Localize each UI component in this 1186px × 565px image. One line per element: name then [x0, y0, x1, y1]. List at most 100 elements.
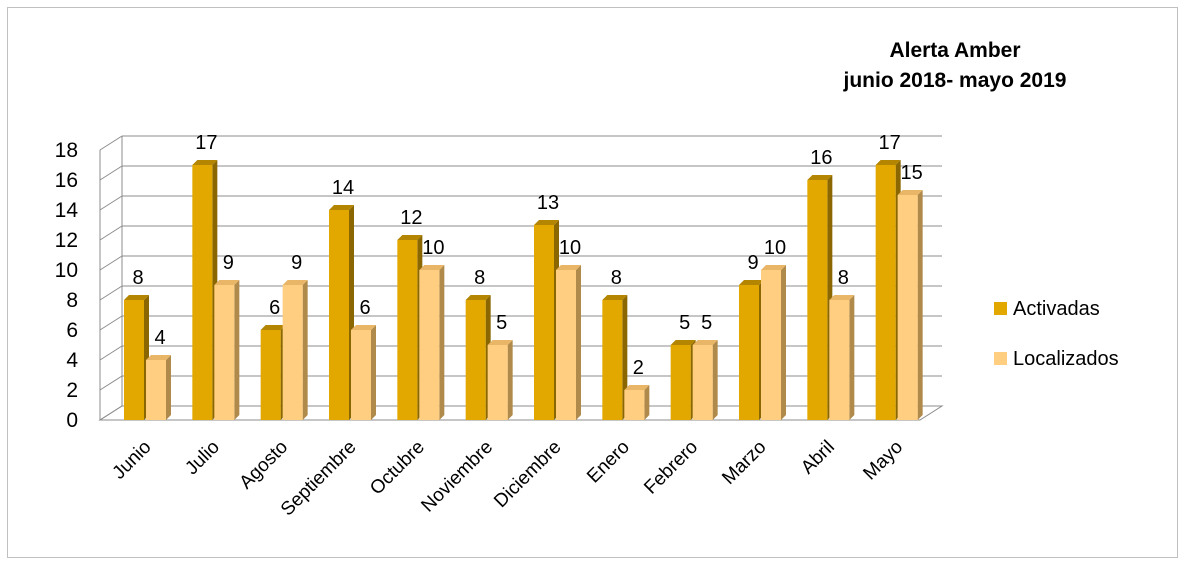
bar-localizados-side — [576, 265, 581, 420]
bar-localizados-side — [439, 265, 445, 420]
data-label-activadas: 8 — [611, 267, 622, 289]
data-label-activadas: 13 — [537, 192, 559, 214]
data-label-activadas: 16 — [810, 147, 832, 169]
bar-activadas-top — [397, 235, 423, 240]
data-label-localizados: 10 — [764, 237, 786, 259]
bar-localizados-top — [692, 340, 718, 345]
y-tick-label: 16 — [55, 169, 78, 192]
bar-localizados-side — [849, 295, 855, 420]
bar-activadas-top — [329, 205, 354, 210]
data-label-activadas: 17 — [195, 132, 217, 154]
bar-localizados-front — [146, 360, 166, 420]
bar-localizados — [146, 355, 171, 420]
bar-localizados — [624, 385, 650, 420]
bar-activadas-front — [260, 330, 281, 420]
bar-localizados-top — [487, 340, 513, 345]
bar-localizados — [556, 265, 581, 420]
bar-activadas-front — [329, 210, 349, 420]
data-label-localizados: 4 — [154, 327, 165, 349]
data-label-activadas: 14 — [332, 177, 354, 199]
bar-localizados-top — [282, 280, 308, 285]
bar-localizados-top — [829, 295, 855, 300]
bar-localizados — [829, 295, 855, 420]
bar-activadas-front — [465, 300, 486, 420]
bar-activadas — [875, 160, 901, 420]
data-label-localizados: 10 — [422, 237, 444, 259]
bar-activadas — [465, 295, 491, 420]
bar-activadas — [397, 235, 423, 420]
bar-localizados-front — [897, 195, 918, 420]
y-tick-label: 4 — [66, 349, 78, 372]
x-tick-label: Mayo — [859, 437, 907, 485]
bar-localizados-side — [302, 280, 308, 420]
bar-activadas-top — [602, 295, 628, 300]
data-label-localizados: 8 — [838, 267, 849, 289]
gridline-depth — [99, 255, 123, 271]
bar-localizados — [419, 265, 445, 420]
legend-swatch — [994, 352, 1007, 365]
bar-activadas — [260, 325, 286, 420]
bar-activadas — [534, 220, 559, 420]
bar-activadas-top — [739, 280, 764, 285]
bar-localizados — [282, 280, 308, 420]
bar-activadas — [124, 295, 149, 420]
bar-activadas-front — [397, 240, 418, 420]
data-label-localizados: 9 — [223, 252, 234, 274]
bar-localizados-top — [761, 265, 786, 270]
x-tick-label: Marzo — [718, 437, 770, 489]
gridlines — [98, 135, 944, 421]
y-tick-label: 14 — [55, 199, 79, 222]
bar-localizados-front — [829, 300, 850, 420]
legend-label: Localizados — [1013, 348, 1119, 370]
y-tick-label: 10 — [55, 259, 78, 282]
bar-localizados-top — [419, 265, 445, 270]
legend — [994, 302, 1007, 365]
y-tick-label: 2 — [66, 379, 78, 402]
bar-localizados — [761, 265, 786, 420]
bar-activadas-front — [670, 345, 691, 420]
bar-activadas-top — [465, 295, 491, 300]
bar-activadas-front — [875, 165, 896, 420]
gridline-depth — [99, 345, 123, 361]
y-tick-label: 0 — [66, 409, 78, 432]
data-label-activadas: 8 — [474, 267, 485, 289]
bar-localizados-top — [214, 280, 240, 285]
bar-localizados-side — [234, 280, 240, 420]
data-label-activadas: 12 — [400, 207, 422, 229]
data-label-activadas: 17 — [879, 132, 901, 154]
bar-localizados-side — [371, 325, 376, 420]
bar-activadas — [192, 160, 218, 420]
bar-localizados-side — [507, 340, 513, 420]
chart-title-line-2: junio 2018- mayo 2019 — [843, 69, 1067, 92]
bar-activadas-front — [739, 285, 759, 420]
bar-localizados-side — [712, 340, 718, 420]
bar-activadas-top — [192, 160, 218, 165]
data-label-activadas: 8 — [132, 267, 143, 289]
bar-localizados-front — [282, 285, 303, 420]
chart-title: Alerta Amber junio 2018- mayo 2019 — [820, 36, 1090, 96]
data-label-localizados: 15 — [901, 162, 923, 184]
data-label-activadas: 6 — [269, 297, 280, 319]
data-label-localizados: 9 — [291, 252, 302, 274]
bar-localizados-top — [897, 190, 923, 195]
bar-localizados-top — [351, 325, 376, 330]
bar-localizados-front — [419, 270, 440, 420]
bar-activadas — [670, 340, 696, 420]
bar-localizados-front — [692, 345, 713, 420]
gridline-depth — [99, 165, 123, 181]
bar-activadas-top — [807, 175, 833, 180]
x-tick-label: Julio — [181, 437, 223, 479]
bar-localizados-top — [556, 265, 581, 270]
bar-activadas-front — [124, 300, 144, 420]
bar-localizados — [214, 280, 240, 420]
data-label-activadas: 9 — [747, 252, 758, 274]
gridline-depth — [99, 135, 123, 151]
data-label-localizados: 5 — [701, 312, 712, 334]
bar-activadas — [739, 280, 764, 420]
x-tick-label: Enero — [583, 437, 634, 488]
bar-localizados — [487, 340, 513, 420]
x-tick-label: Octubre — [366, 437, 429, 500]
y-tick-label: 18 — [55, 139, 78, 162]
bar-activadas-front — [192, 165, 213, 420]
